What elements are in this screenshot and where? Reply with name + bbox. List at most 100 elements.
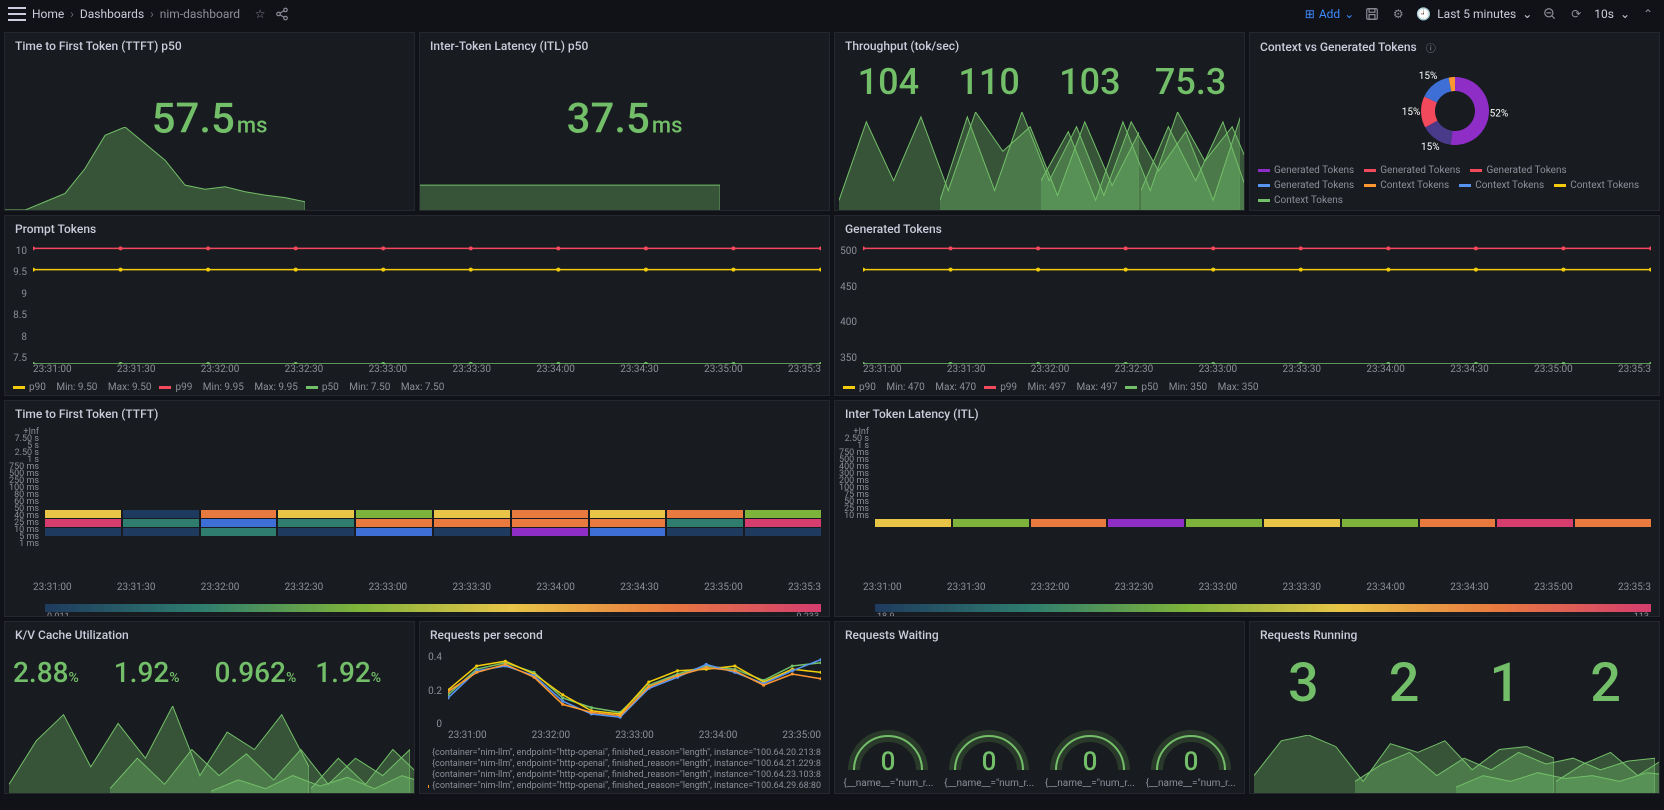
heatmap-cell xyxy=(45,519,121,527)
legend-item[interactable]: {container="nim-llm", endpoint="http-ope… xyxy=(428,770,821,780)
run-value: 2 xyxy=(1355,648,1454,715)
legend-item[interactable]: Generated Tokens xyxy=(1258,165,1354,176)
heatmap-cell xyxy=(1264,492,1340,500)
heatmap-cell xyxy=(356,465,432,473)
legend-item[interactable]: {container="nim-llm", endpoint="http-ope… xyxy=(428,748,821,758)
heatmap-cell xyxy=(45,447,121,455)
throughput-cell: 110 xyxy=(940,59,1039,210)
breadcrumb-dashboards[interactable]: Dashboards xyxy=(80,7,144,21)
legend-item[interactable]: Generated Tokens xyxy=(1258,180,1354,191)
gauge-label: {__name__="num_r... xyxy=(1141,778,1240,789)
legend-item[interactable]: Context Tokens xyxy=(1459,180,1544,191)
legend-item[interactable]: p99 Min: 9.95 Max: 9.95 xyxy=(159,382,297,393)
heatmap-cell xyxy=(45,438,121,446)
heatmap-cell xyxy=(953,483,1029,491)
breadcrumb-home[interactable]: Home xyxy=(32,7,64,21)
heatmap-cell xyxy=(1420,501,1496,509)
panel-throughput[interactable]: Throughput (tok/sec) 10411010375.3 xyxy=(834,32,1245,211)
heatmap-cell xyxy=(745,492,821,500)
share-icon[interactable] xyxy=(274,6,290,22)
legend-item[interactable]: Generated Tokens xyxy=(1470,165,1566,176)
heatmap-cell xyxy=(1264,528,1340,536)
panel-kv-cache[interactable]: K/V Cache Utilization 2.88%1.92%0.962%1.… xyxy=(4,621,415,794)
time-range-picker[interactable]: 🕘 Last 5 minutes ⌄ xyxy=(1416,7,1532,21)
heatmap-cell xyxy=(201,510,277,518)
legend-item[interactable]: Context Tokens xyxy=(1364,180,1449,191)
heatmap-cell xyxy=(1342,501,1418,509)
heatmap-cell xyxy=(875,483,951,491)
heatmap-cell xyxy=(590,438,666,446)
collapse-icon[interactable]: ⌃ xyxy=(1640,6,1656,22)
heatmap-cell xyxy=(201,447,277,455)
panel-donut[interactable]: Context vs Generated Tokens ⓘ 52%15%15%1… xyxy=(1249,32,1660,211)
x-axis: 23:31:0023:31:3023:32:0023:32:3023:33:00… xyxy=(5,582,829,598)
heatmap-cell xyxy=(1420,438,1496,446)
clock-icon: 🕘 xyxy=(1416,7,1431,21)
star-icon[interactable]: ☆ xyxy=(252,6,268,22)
legend-item[interactable]: Context Tokens xyxy=(1554,180,1639,191)
panel-requests-running[interactable]: Requests Running 3212 xyxy=(1249,621,1660,794)
gauge: 0 xyxy=(846,718,930,778)
heatmap-cell xyxy=(278,519,354,527)
panel-ttft-heatmap[interactable]: Time to First Token (TTFT) +Inf7.50 s5 s… xyxy=(4,400,830,617)
heatmap-cell xyxy=(201,438,277,446)
kv-cell: 0.962% xyxy=(211,648,310,793)
heatmap-cell xyxy=(590,528,666,536)
heatmap-cell xyxy=(590,510,666,518)
panel-requests-waiting[interactable]: Requests Waiting 0 {__name__="num_r... 0… xyxy=(834,621,1245,794)
gear-icon[interactable]: ⚙ xyxy=(1390,6,1406,22)
legend-item[interactable]: {container="nim-llm", endpoint="http-ope… xyxy=(428,781,821,791)
heatmap-cell xyxy=(1031,456,1107,464)
heatmap-cell xyxy=(953,537,1029,545)
dashboard-grid: Time to First Token (TTFT) p50 57.5ms In… xyxy=(0,28,1664,798)
heatmap-cell xyxy=(875,510,951,518)
panel-rps[interactable]: Requests per second 0.40.20 23:31:0023:3… xyxy=(419,621,830,794)
legend-item[interactable]: p50 Min: 350 Max: 350 xyxy=(1125,382,1258,393)
heatmap-cell xyxy=(45,483,121,491)
legend-item[interactable]: Generated Tokens xyxy=(1364,165,1460,176)
zoom-out-icon[interactable] xyxy=(1542,6,1558,22)
heatmap-cell xyxy=(590,474,666,482)
legend-item[interactable]: Context Tokens xyxy=(1258,195,1343,206)
x-axis: 23:31:0023:32:0023:33:0023:34:0023:35:00 xyxy=(420,730,829,746)
legend-item[interactable]: p90 Min: 470 Max: 470 xyxy=(843,382,976,393)
heatmap-cell xyxy=(201,555,277,563)
panel-itl-heatmap[interactable]: Inter Token Latency (ITL) +Inf2.50 s1 s7… xyxy=(834,400,1660,617)
gauge: 0 xyxy=(1048,718,1132,778)
heatmap-cell xyxy=(745,465,821,473)
heatmap-cell xyxy=(1575,519,1651,527)
panel-generated-tokens[interactable]: Generated Tokens 500450400350 23:31:0023… xyxy=(834,215,1660,396)
gauge-cell: 0 {__name__="num_r... xyxy=(1141,648,1240,789)
chart-legend: p90 Min: 9.50 Max: 9.50 p99 Min: 9.95 Max… xyxy=(5,380,829,395)
legend-item[interactable]: p99 Min: 497 Max: 497 xyxy=(984,382,1117,393)
heatmap-cell xyxy=(1497,447,1573,455)
heatmap-row xyxy=(875,492,1651,500)
heatmap-cell xyxy=(1575,501,1651,509)
heatmap-cell xyxy=(356,573,432,581)
refresh-icon[interactable]: ⟳ xyxy=(1568,6,1584,22)
gauge-cell: 0 {__name__="num_r... xyxy=(839,648,938,789)
heatmap-cell xyxy=(45,546,121,554)
heatmap-cell xyxy=(1031,492,1107,500)
legend-item[interactable]: p90 Min: 9.50 Max: 9.50 xyxy=(13,382,151,393)
kv-value: 1.92% xyxy=(311,648,410,689)
breadcrumb-current[interactable]: nim-dashboard xyxy=(160,7,240,21)
legend-item[interactable]: p50 Min: 7.50 Max: 7.50 xyxy=(306,382,444,393)
heatmap-cell xyxy=(512,519,588,527)
run-value: 1 xyxy=(1456,648,1555,715)
add-button[interactable]: ⊞ Add ⌄ xyxy=(1305,7,1355,21)
info-icon[interactable]: ⓘ xyxy=(1423,39,1439,55)
kv-value: 0.962% xyxy=(211,648,310,689)
heatmap-cell xyxy=(45,528,121,536)
kv-cell: 1.92% xyxy=(311,648,410,793)
panel-prompt-tokens[interactable]: Prompt Tokens 109.598.587.5 23:31:0023:3… xyxy=(4,215,830,396)
heatmap-cell xyxy=(434,465,510,473)
refresh-interval[interactable]: 10s ⌄ xyxy=(1594,7,1630,21)
panel-ttft-p50[interactable]: Time to First Token (TTFT) p50 57.5ms xyxy=(4,32,415,211)
heatmap-cell xyxy=(590,537,666,545)
legend-item[interactable]: {container="nim-llm", endpoint="http-ope… xyxy=(428,759,821,769)
save-icon[interactable] xyxy=(1364,6,1380,22)
heatmap-cell xyxy=(1575,483,1651,491)
panel-itl-p50[interactable]: Inter-Token Latency (ITL) p50 37.5ms xyxy=(419,32,830,211)
menu-icon[interactable] xyxy=(8,7,26,21)
